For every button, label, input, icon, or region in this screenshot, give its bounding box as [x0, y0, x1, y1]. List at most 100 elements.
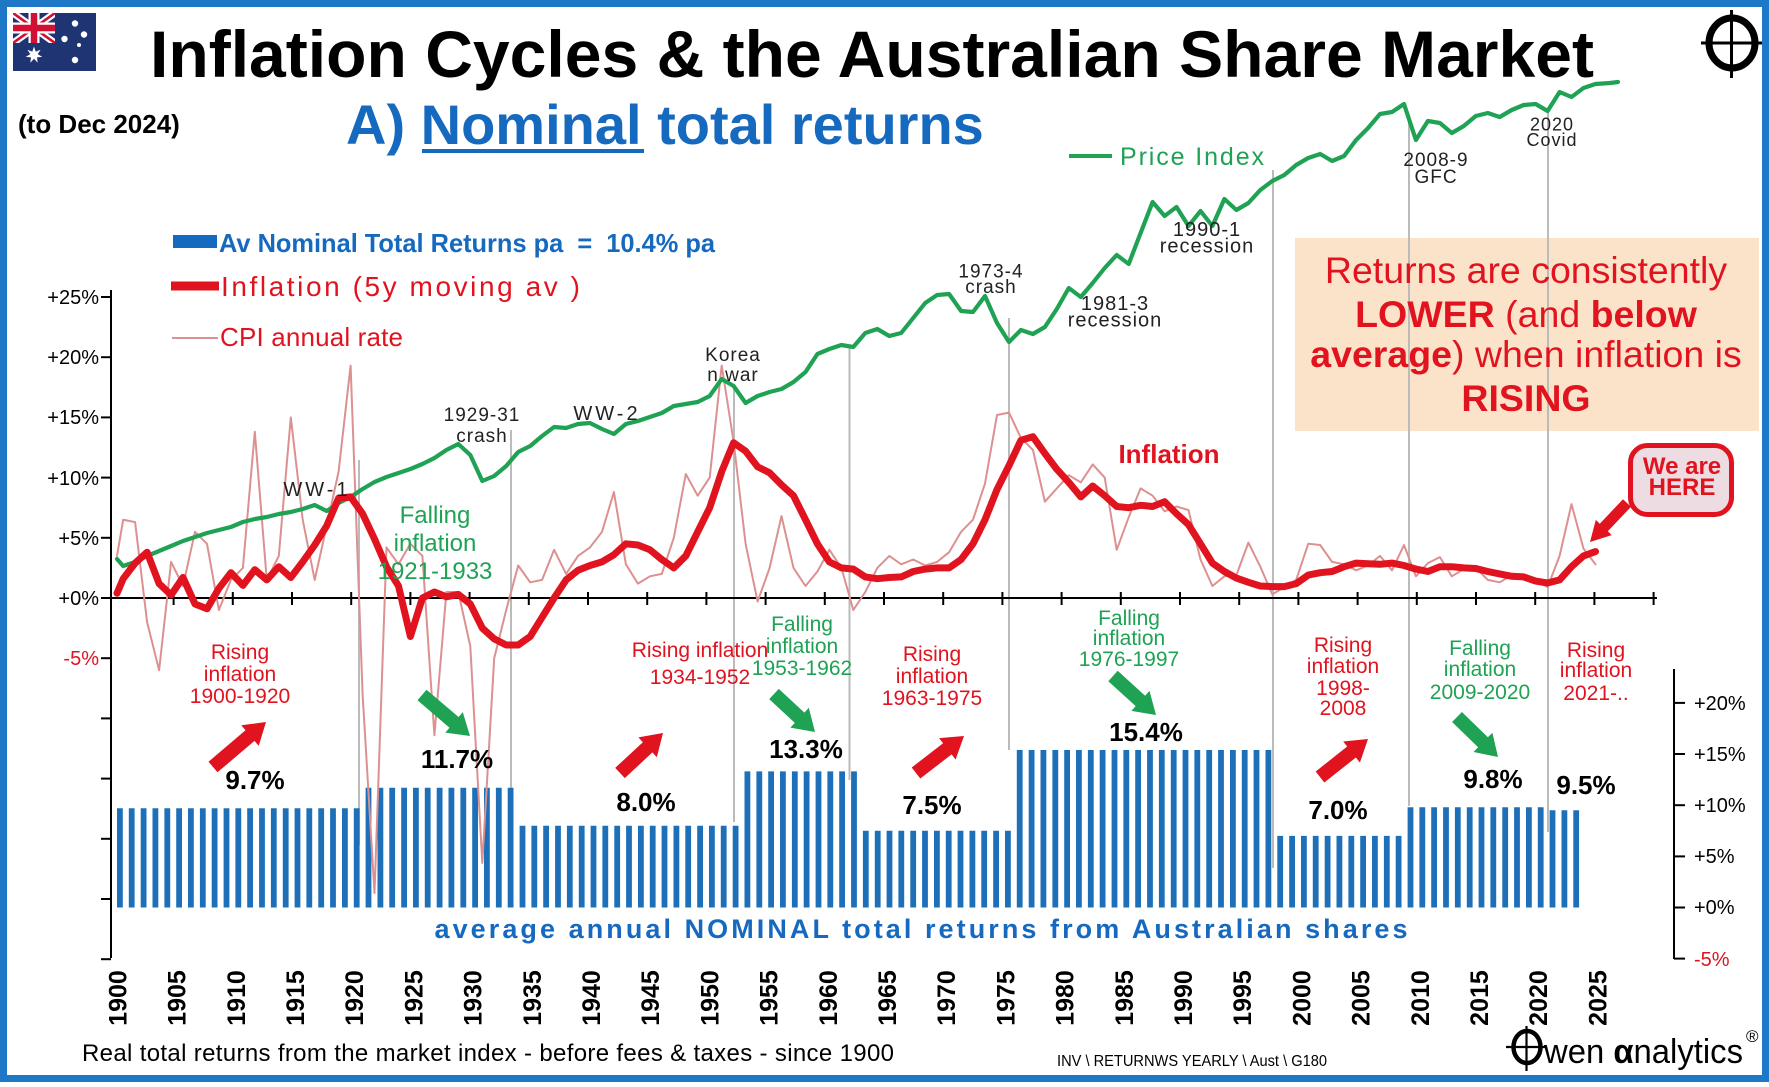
svg-text:7.5%: 7.5% — [902, 790, 961, 820]
svg-text:INV \ RETURNWS YEARLY \ Aust \: INV \ RETURNWS YEARLY \ Aust \ G180 — [1057, 1053, 1327, 1070]
svg-text:1955: 1955 — [756, 970, 784, 1026]
svg-text:2015: 2015 — [1466, 970, 1494, 1026]
svg-text:1965: 1965 — [874, 970, 902, 1026]
svg-text:average annual NOMINAL total: average annual NOMINAL total returns fro… — [435, 914, 1408, 944]
svg-text:9.8%: 9.8% — [1463, 764, 1522, 794]
svg-text:1934-1952: 1934-1952 — [650, 666, 750, 689]
svg-text:1976-1997: 1976-1997 — [1079, 648, 1179, 671]
svg-text:+15%: +15% — [47, 407, 99, 429]
svg-text:(to Dec 2024): (to Dec 2024) — [18, 109, 180, 139]
svg-text:1980: 1980 — [1052, 970, 1080, 1026]
svg-text:1953-1962: 1953-1962 — [752, 657, 852, 680]
svg-text:CPI annual rate: CPI annual rate — [220, 322, 403, 352]
svg-text:1935: 1935 — [519, 970, 547, 1026]
svg-text:1930: 1930 — [460, 970, 488, 1026]
svg-text:Falling: Falling — [1449, 637, 1511, 660]
svg-text:wen αnalytics: wen αnalytics — [1543, 1033, 1743, 1071]
svg-text:2000: 2000 — [1288, 970, 1316, 1026]
svg-text:+10%: +10% — [1694, 795, 1746, 817]
svg-text:2021-..: 2021-.. — [1563, 682, 1628, 705]
svg-text:15.4%: 15.4% — [1109, 717, 1183, 747]
svg-text:9.7%: 9.7% — [225, 765, 284, 795]
svg-text:Av Nominal Total Returns pa =: Av Nominal Total Returns pa = 10.4% pa — [219, 228, 716, 258]
svg-text:1995: 1995 — [1229, 970, 1257, 1026]
svg-text:2008-9: 2008-9 — [1403, 150, 1468, 171]
svg-text:1940: 1940 — [578, 970, 606, 1026]
svg-text:1900-1920: 1900-1920 — [190, 685, 290, 708]
svg-text:1985: 1985 — [1111, 970, 1139, 1026]
svg-text:recession: recession — [1068, 310, 1163, 332]
svg-text:Rising: Rising — [1314, 634, 1372, 657]
svg-text:Inflation (5y moving av ): Inflation (5y moving av ) — [221, 271, 580, 302]
svg-text:Returns are consistently: Returns are consistently — [1325, 249, 1728, 291]
svg-text:n war: n war — [707, 365, 758, 386]
svg-text:1915: 1915 — [282, 970, 310, 1026]
svg-text:7.0%: 7.0% — [1308, 795, 1367, 825]
svg-text:1990: 1990 — [1170, 970, 1198, 1026]
svg-text:average) when inflation is: average) when inflation is — [1310, 333, 1742, 375]
svg-text:inflation: inflation — [766, 635, 838, 658]
svg-text:Korea: Korea — [705, 345, 761, 366]
svg-text:2025: 2025 — [1584, 970, 1612, 1026]
svg-text:Price Index: Price Index — [1120, 143, 1266, 171]
svg-text:Covid: Covid — [1526, 130, 1577, 150]
svg-text:+15%: +15% — [1694, 744, 1746, 766]
svg-text:1929-31: 1929-31 — [444, 405, 521, 426]
svg-text:1900: 1900 — [104, 970, 132, 1026]
svg-text:1945: 1945 — [637, 970, 665, 1026]
svg-text:+10%: +10% — [47, 468, 99, 490]
svg-text:Rising inflation: Rising inflation — [632, 639, 769, 662]
svg-text:+0%: +0% — [58, 588, 99, 610]
svg-text:inflation: inflation — [1093, 627, 1165, 650]
svg-text:2020: 2020 — [1530, 115, 1574, 135]
svg-text:HERE: HERE — [1649, 474, 1716, 501]
svg-text:2005: 2005 — [1348, 970, 1376, 1026]
svg-text:inflation: inflation — [394, 530, 477, 557]
svg-text:inflation: inflation — [1307, 655, 1379, 678]
svg-text:1990-1: 1990-1 — [1173, 219, 1241, 241]
svg-text:GFC: GFC — [1414, 167, 1457, 188]
svg-text:+5%: +5% — [58, 528, 99, 550]
svg-text:Rising: Rising — [903, 643, 961, 666]
svg-text:+20%: +20% — [1694, 693, 1746, 715]
svg-text:inflation: inflation — [1560, 659, 1632, 682]
svg-text:Falling: Falling — [400, 502, 471, 529]
svg-text:Rising: Rising — [1567, 639, 1625, 662]
svg-text:crash: crash — [965, 277, 1016, 298]
svg-text:1925: 1925 — [400, 970, 428, 1026]
svg-text:A) Nominal total returns: A) Nominal total returns — [346, 93, 984, 156]
svg-text:We are: We are — [1643, 453, 1721, 480]
svg-text:Rising: Rising — [211, 641, 269, 664]
svg-text:recession: recession — [1160, 236, 1255, 258]
svg-text:®: ® — [1746, 1027, 1759, 1046]
svg-text:11.7%: 11.7% — [421, 744, 493, 774]
svg-text:Falling: Falling — [771, 613, 833, 636]
svg-text:-5%: -5% — [1694, 949, 1730, 971]
svg-text:inflation: inflation — [204, 663, 276, 686]
svg-text:2009-2020: 2009-2020 — [1430, 681, 1530, 704]
svg-text:1921-1933: 1921-1933 — [378, 558, 493, 585]
svg-text:2010: 2010 — [1407, 970, 1435, 1026]
svg-text:13.3%: 13.3% — [769, 734, 843, 764]
svg-text:9.5%: 9.5% — [1556, 770, 1615, 800]
svg-text:WW-2: WW-2 — [573, 403, 640, 425]
svg-text:8.0%: 8.0% — [616, 787, 675, 817]
svg-text:WW-1: WW-1 — [283, 479, 350, 501]
svg-text:1981-3: 1981-3 — [1081, 293, 1149, 315]
svg-text:1950: 1950 — [696, 970, 724, 1026]
svg-text:inflation: inflation — [1444, 658, 1516, 681]
svg-text:LOWER (and below: LOWER (and below — [1355, 293, 1698, 335]
svg-text:1970: 1970 — [933, 970, 961, 1026]
svg-text:inflation: inflation — [896, 665, 968, 688]
svg-text:1975: 1975 — [992, 970, 1020, 1026]
svg-text:+5%: +5% — [1694, 846, 1735, 868]
svg-text:Inflation Cycles & the Austral: Inflation Cycles & the Australian Share … — [150, 17, 1594, 91]
svg-text:1960: 1960 — [815, 970, 843, 1026]
svg-text:1905: 1905 — [164, 970, 192, 1026]
svg-text:Falling: Falling — [1098, 607, 1160, 630]
svg-text:1920: 1920 — [341, 970, 369, 1026]
svg-text:1998-: 1998- — [1316, 677, 1370, 700]
svg-text:-5%: -5% — [63, 648, 99, 670]
svg-text:2008: 2008 — [1320, 697, 1367, 720]
svg-text:1910: 1910 — [223, 970, 251, 1026]
